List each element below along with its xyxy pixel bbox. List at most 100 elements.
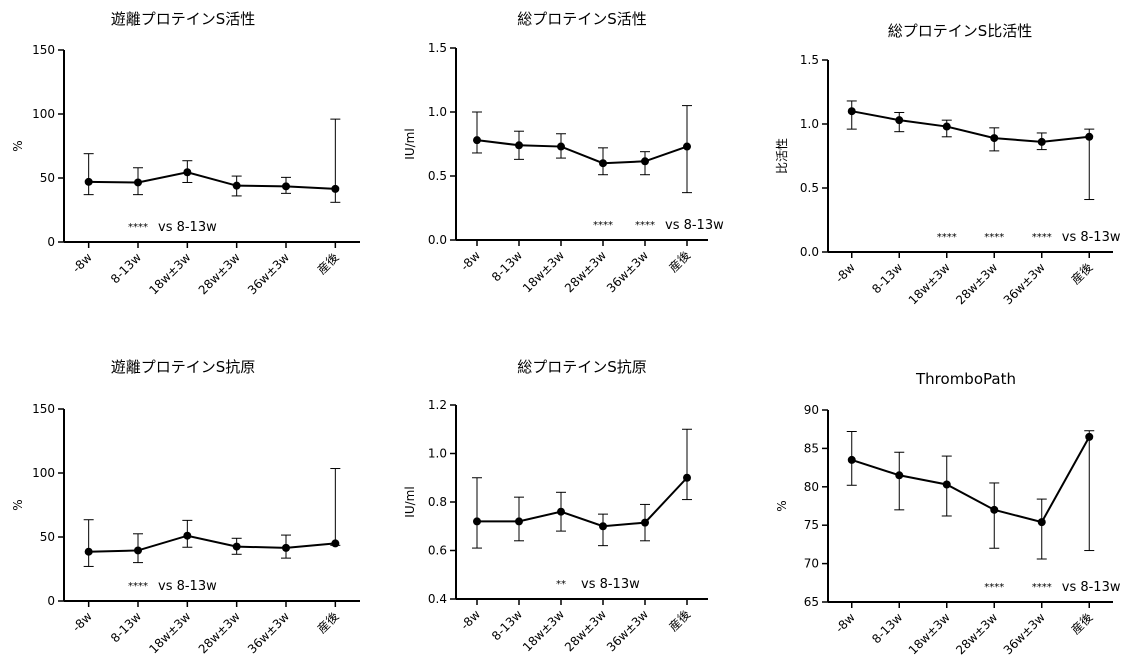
- panel-free-protein-s-antigen: 遊離プロテインS抗原 0 50 100 150% -8w 8-13w 18w±3w 28w±3…: [11, 358, 360, 656]
- series-line: [851, 110, 1090, 143]
- x-tick-label: 8-13w: [869, 610, 905, 646]
- y-tick-label: 90: [804, 403, 819, 417]
- data-point: [895, 471, 904, 480]
- comparison-annotation: vs 8-13w: [158, 579, 217, 594]
- y-tick-label: 0.8: [428, 495, 447, 509]
- y-axis-label: IU/ml: [403, 128, 417, 159]
- chart-title: 遊離プロテインS抗原: [111, 358, 256, 376]
- data-point: [1037, 518, 1046, 527]
- x-tick-label: 28w±3w: [953, 260, 1000, 307]
- data-point: [895, 116, 904, 125]
- significance-stars: ****: [984, 582, 1004, 593]
- panel-total-protein-s-activity: 総プロテインS活性 0.0 0.5 1.0 1.5 IU/ml -8w 8-13w18w±3…: [403, 10, 724, 295]
- chart-title: 遊離プロテインS活性: [111, 10, 256, 28]
- panel-total-protein-s-specific-activity: 総プロテインS比活性 0.0 0.5 1.0 1.5 比活性 -8w 8-13w 18w±3w…: [775, 22, 1121, 307]
- data-point: [942, 122, 951, 131]
- x-tick-label: 産後: [666, 248, 694, 276]
- x-tick-label: 18w±3w: [520, 607, 567, 654]
- y-tick-label: 1.0: [428, 105, 447, 119]
- x-tick-label: 28w±3w: [562, 248, 609, 295]
- y-tick-label: 0.5: [428, 169, 447, 183]
- x-tick-label: 18w±3w: [146, 250, 193, 297]
- y-tick-label: 75: [804, 518, 819, 532]
- series-line: [88, 534, 336, 553]
- x-tick-label: 18w±3w: [906, 610, 953, 657]
- significance-stars: ****: [937, 232, 957, 243]
- chart-title: 総プロテインS活性: [517, 10, 647, 28]
- y-tick-label: 100: [32, 107, 55, 121]
- y-tick-label: 1.0: [428, 447, 447, 461]
- significance-stars: ****: [1032, 582, 1052, 593]
- y-tick-label: 150: [32, 43, 55, 57]
- x-tick-label: 産後: [314, 609, 342, 637]
- x-tick-label: -8w: [69, 250, 94, 275]
- x-tick-label: 産後: [666, 607, 694, 635]
- y-tick-label: 0: [47, 235, 55, 249]
- comparison-annotation: vs 8-13w: [1062, 580, 1121, 595]
- data-point: [1085, 132, 1094, 141]
- significance-stars: **: [556, 579, 566, 590]
- data-point: [183, 531, 192, 540]
- x-tick-label: -8w: [69, 609, 94, 634]
- panel-thrombopath: ThromboPath 65 70 75 80 85 90% -8w 8-13w 18w±3w 2…: [775, 370, 1121, 657]
- data-point: [282, 543, 290, 552]
- comparison-annotation: vs 8-13w: [158, 220, 217, 235]
- series-line: [477, 477, 688, 528]
- y-tick-label: 70: [804, 557, 819, 571]
- data-point: [515, 517, 523, 526]
- y-tick-label: 50: [40, 530, 55, 544]
- x-tick-label: 8-13w: [108, 609, 144, 645]
- comparison-annotation: vs 8-13w: [581, 577, 640, 592]
- x-tick-label: 8-13w: [489, 607, 525, 643]
- x-tick-label: 産後: [1068, 610, 1096, 638]
- x-tick-label: 36w±3w: [1001, 610, 1048, 657]
- x-tick-label: -8w: [833, 260, 858, 285]
- x-tick-label: 28w±3w: [196, 609, 243, 656]
- x-tick-label: -8w: [833, 610, 858, 635]
- x-tick-label: 28w±3w: [562, 607, 609, 654]
- y-tick-label: 1.5: [800, 53, 819, 67]
- x-tick-label: 28w±3w: [196, 250, 243, 297]
- chart-title: 総プロテインS比活性: [888, 22, 1033, 40]
- y-tick-label: 65: [804, 595, 819, 609]
- significance-stars: ****: [128, 581, 148, 592]
- series-line: [476, 139, 688, 165]
- data-point: [557, 507, 565, 516]
- data-point: [473, 517, 481, 526]
- chart-title: ThromboPath: [915, 370, 1016, 388]
- x-tick-label: 36w±3w: [1001, 260, 1048, 307]
- data-point: [847, 107, 856, 116]
- x-tick-label: 36w±3w: [604, 248, 651, 295]
- data-point: [641, 518, 649, 527]
- data-point: [282, 182, 290, 191]
- data-point: [990, 505, 999, 514]
- y-tick-label: 0.4: [428, 592, 447, 606]
- y-tick-label: 1.2: [428, 398, 447, 412]
- x-tick-label: 18w±3w: [520, 248, 567, 295]
- data-point: [1037, 137, 1046, 146]
- panel-total-protein-s-antigen: 総プロテインS抗原 0.4 0.6 0.8 1.0 1.2 IU/ml -8w 8-13w18…: [403, 358, 708, 654]
- y-tick-label: 1.5: [428, 41, 447, 55]
- x-tick-label: 28w±3w: [953, 610, 1000, 657]
- comparison-annotation: vs 8-13w: [665, 218, 724, 233]
- significance-stars: ****: [984, 232, 1004, 243]
- x-tick-label: 18w±3w: [146, 609, 193, 656]
- y-tick-label: 1.0: [800, 117, 819, 131]
- significance-stars: ****: [128, 222, 148, 233]
- data-point: [84, 177, 93, 186]
- significance-stars: ****: [635, 220, 655, 231]
- comparison-annotation: vs 8-13w: [1062, 230, 1121, 245]
- x-tick-label: 8-13w: [108, 250, 144, 286]
- x-tick-label: 産後: [1068, 260, 1096, 288]
- data-point: [641, 157, 649, 166]
- data-point: [1085, 432, 1094, 441]
- data-point: [331, 184, 340, 193]
- y-axis-label: %: [11, 499, 25, 510]
- x-tick-label: -8w: [458, 607, 483, 632]
- x-tick-label: -8w: [458, 248, 483, 273]
- y-tick-label: 150: [32, 402, 55, 416]
- x-tick-label: 36w±3w: [245, 609, 292, 656]
- y-tick-label: 0: [47, 594, 55, 608]
- data-point: [557, 142, 565, 151]
